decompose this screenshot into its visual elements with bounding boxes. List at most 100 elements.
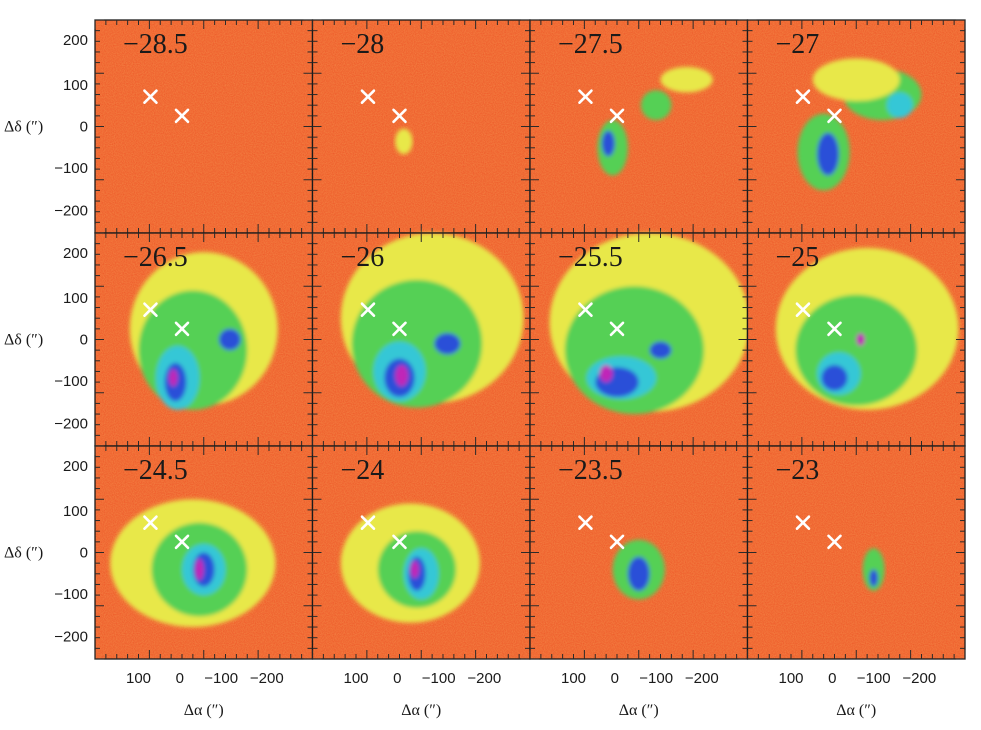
emission-region (627, 556, 650, 591)
x-marker-center (174, 321, 190, 337)
x-marker-center (174, 108, 190, 124)
x-marker-center (392, 321, 407, 337)
y-tick-label: −100 (54, 586, 88, 603)
channel-panel (529, 232, 750, 447)
x-tick-label: 100 (778, 670, 803, 687)
channel-panel (311, 445, 531, 660)
emission-region (869, 569, 879, 587)
x-tick-label: 0 (611, 670, 619, 687)
panel-velocity-label: −24 (341, 455, 385, 486)
x-marker-offset (360, 515, 376, 530)
x-marker-center (827, 108, 842, 124)
channel-panel (311, 19, 531, 234)
emission-region (795, 294, 918, 406)
y-axis-title: Δδ (″) (4, 332, 43, 349)
panel-velocity-label: −28.5 (123, 29, 188, 60)
panel-velocity-label: −25 (776, 242, 820, 273)
emission-region (168, 369, 178, 387)
y-axis-title: Δδ (″) (4, 119, 43, 136)
emission-region (218, 328, 241, 351)
x-marker-offset (143, 515, 158, 530)
x-marker-center (174, 534, 190, 550)
y-tick-label: 100 (63, 290, 88, 307)
x-tick-label: 0 (176, 670, 184, 687)
x-marker-offset (578, 302, 593, 317)
panel-velocity-label: −27.5 (558, 29, 623, 60)
emission-region (812, 58, 900, 101)
x-axis-title: Δα (″) (401, 702, 441, 719)
emission-region (599, 365, 613, 383)
panel-velocity-label: −25.5 (558, 242, 623, 273)
x-marker-offset (360, 302, 376, 317)
y-tick-label: 0 (80, 332, 88, 349)
x-tick-label: 100 (126, 670, 151, 687)
channel-panel (746, 19, 966, 234)
panel-velocity-label: −27 (776, 29, 820, 60)
x-tick-label: 0 (393, 670, 401, 687)
x-marker-center (827, 321, 842, 337)
panel-velocity-label: −24.5 (123, 455, 188, 486)
channel-panel (94, 232, 314, 447)
y-tick-label: −200 (54, 629, 88, 646)
emission-region (434, 333, 461, 355)
y-axis-title: Δδ (″) (4, 545, 43, 562)
channel-panel (94, 445, 314, 660)
channel-panel (529, 19, 749, 234)
x-tick-label: −200 (902, 670, 936, 687)
x-tick-label: −100 (639, 670, 673, 687)
y-tick-label: −200 (54, 203, 88, 220)
emission-region (640, 90, 672, 121)
emission-region (195, 558, 204, 581)
x-axis-title: Δα (″) (184, 702, 224, 719)
emission-region (817, 132, 839, 176)
emission-region (886, 92, 913, 118)
channel-panel (746, 232, 966, 447)
y-tick-label: 200 (63, 458, 88, 475)
x-marker-offset (143, 302, 158, 317)
x-axis-title: Δα (″) (836, 702, 876, 719)
y-tick-label: 200 (63, 245, 88, 262)
emission-region (862, 548, 885, 591)
x-marker-center (392, 108, 407, 124)
x-marker-offset (795, 302, 811, 317)
emission-region (660, 66, 713, 93)
x-marker-center (392, 534, 407, 550)
panel-velocity-label: −26.5 (123, 242, 188, 273)
x-tick-label: −100 (857, 670, 891, 687)
y-tick-label: −100 (54, 373, 88, 390)
channel-panel (529, 445, 749, 660)
emission-region (395, 128, 413, 155)
x-tick-label: −200 (467, 670, 501, 687)
x-marker-offset (578, 515, 593, 530)
panel-velocity-label: −23.5 (558, 455, 623, 486)
x-marker-offset (360, 89, 376, 104)
y-tick-label: 100 (63, 77, 88, 94)
x-marker-center (609, 534, 625, 550)
panel-velocity-label: −23 (776, 455, 820, 486)
x-tick-label: −200 (685, 670, 719, 687)
x-marker-center (609, 321, 625, 337)
emission-region (856, 333, 865, 346)
emission-region (649, 341, 672, 359)
x-marker-offset (143, 89, 158, 104)
channel-panel (746, 445, 966, 660)
x-tick-label: −100 (204, 670, 238, 687)
emission-region (395, 365, 409, 387)
emission-region (601, 130, 615, 157)
x-tick-label: 100 (343, 670, 368, 687)
x-tick-label: −100 (422, 670, 456, 687)
emission-region (410, 561, 420, 579)
y-tick-label: 100 (63, 503, 88, 520)
emission-region (821, 365, 848, 391)
x-marker-offset (578, 89, 593, 104)
channel-panel (311, 232, 531, 447)
y-tick-label: 200 (63, 32, 88, 49)
x-marker-center (827, 534, 842, 550)
y-tick-label: 0 (80, 119, 88, 136)
y-tick-label: 0 (80, 545, 88, 562)
x-axis-title: Δα (″) (619, 702, 659, 719)
x-marker-offset (795, 515, 811, 530)
x-tick-label: 100 (561, 670, 586, 687)
y-tick-label: −100 (54, 160, 88, 177)
x-tick-label: 0 (828, 670, 836, 687)
